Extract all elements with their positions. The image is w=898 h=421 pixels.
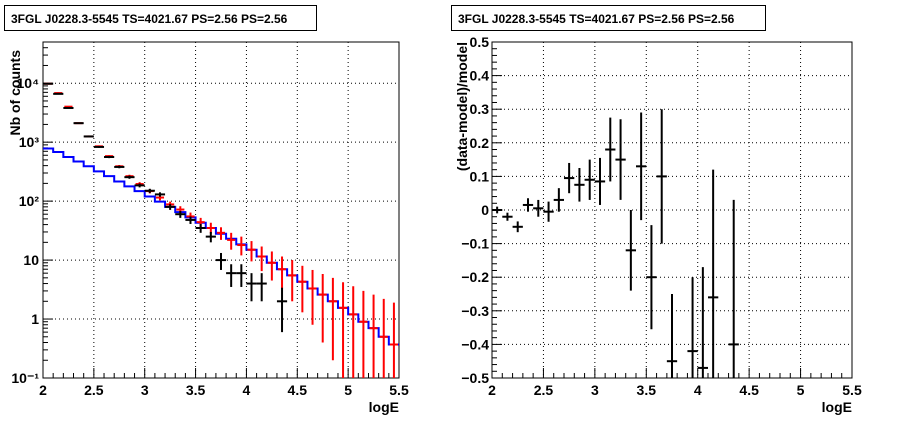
- right-x-tick-label: 5: [797, 382, 805, 398]
- right-chart-title: 3FGL J0228.3-5545 TS=4021.67 PS=2.56 PS=…: [451, 5, 766, 31]
- right-y-tick-label: −0.3: [461, 303, 489, 319]
- left-plot: [42, 41, 400, 379]
- left-y-tick-label: 10²: [19, 193, 40, 209]
- right-y-axis-title: (data-model)/model: [454, 42, 470, 171]
- right-y-tick-label: −0.2: [461, 269, 489, 285]
- right-y-tick-label: 0: [481, 202, 489, 218]
- right-y-tick-label: 0.1: [470, 168, 490, 184]
- right-x-tick-label: 2.5: [534, 382, 554, 398]
- right-y-tick-label: 0.5: [470, 34, 490, 50]
- left-x-tick-label: 2.5: [84, 382, 104, 398]
- left-y-tick-label: 10⁴: [17, 75, 40, 91]
- left-x-axis-title: logE: [369, 399, 399, 415]
- right-y-tick-label: −0.1: [461, 236, 489, 252]
- left-y-tick-label: 1: [31, 311, 39, 327]
- right-x-tick-label: 3.5: [637, 382, 657, 398]
- left-plot-frame: [42, 41, 400, 379]
- right-x-tick-label: 3: [591, 382, 599, 398]
- right-x-tick-label: 5.5: [842, 382, 862, 398]
- right-x-tick-label: 2: [488, 382, 496, 398]
- right-plot: [491, 41, 853, 379]
- right-x-tick-label: 4.5: [739, 382, 759, 398]
- left-x-tick-label: 2: [39, 382, 47, 398]
- right-y-tick-label: 0.2: [470, 135, 490, 151]
- left-x-tick-label: 3: [141, 382, 149, 398]
- left-x-tick-label: 3.5: [186, 382, 206, 398]
- left-x-tick-label: 5: [344, 382, 352, 398]
- left-y-tick-label: 10⁻¹: [11, 370, 39, 386]
- right-x-tick-label: 4: [694, 382, 702, 398]
- left-model-step-line: [43, 147, 399, 346]
- right-y-tick-label: 0.3: [470, 101, 490, 117]
- left-y-axis-title: Nb of counts: [7, 50, 23, 136]
- left-x-tick-label: 4.5: [288, 382, 308, 398]
- left-y-tick-label: 10: [23, 252, 39, 268]
- left-y-tick-label: 10³: [19, 134, 40, 150]
- right-y-tick-label: −0.4: [461, 336, 489, 352]
- right-x-axis-title: logE: [822, 399, 852, 415]
- left-chart-title: 3FGL J0228.3-5545 TS=4021.67 PS=2.56 PS=…: [4, 5, 317, 31]
- right-y-tick-label: −0.5: [461, 370, 489, 386]
- right-y-tick-label: 0.4: [470, 68, 490, 84]
- left-x-tick-label: 4: [243, 382, 251, 398]
- left-x-tick-label: 5.5: [389, 382, 409, 398]
